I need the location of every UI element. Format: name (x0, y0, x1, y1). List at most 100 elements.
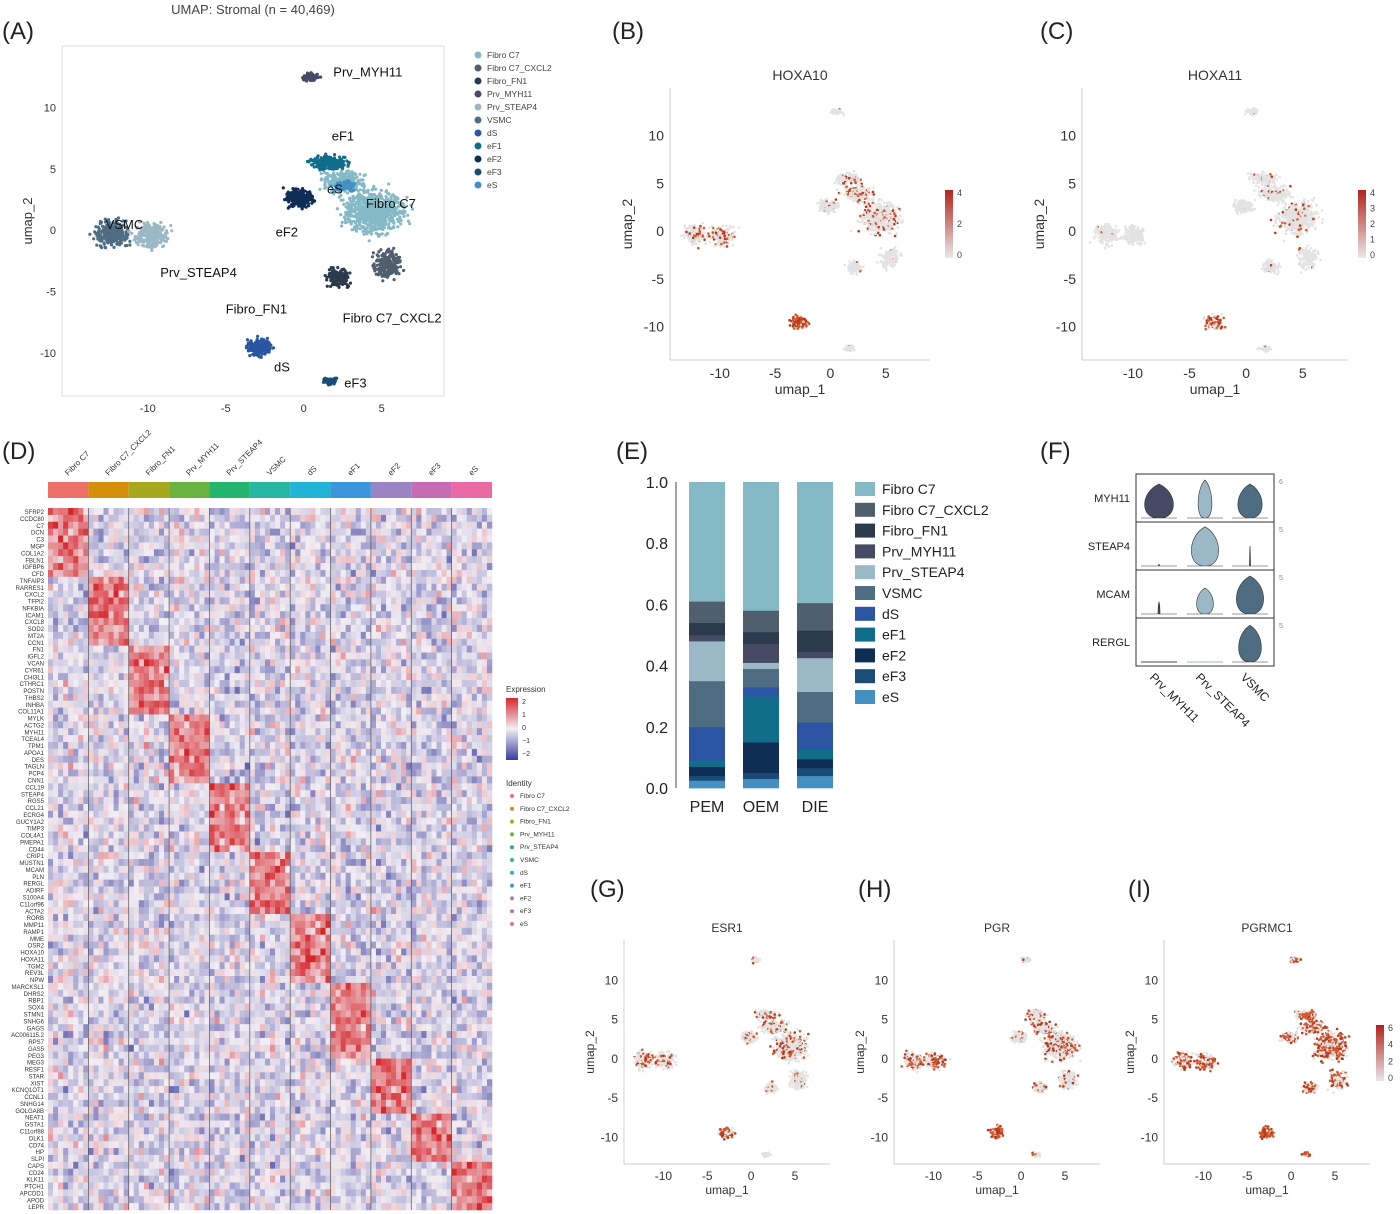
legend-swatch (474, 155, 482, 163)
cluster-point (348, 196, 352, 200)
cluster-point (372, 184, 376, 188)
cell-point (891, 209, 895, 212)
cell-point (899, 214, 902, 217)
cluster-point (332, 269, 336, 273)
cluster-point (304, 205, 308, 209)
cluster-point (402, 214, 406, 218)
cluster-point (102, 232, 107, 237)
cell-point (879, 253, 883, 256)
cluster-point (375, 259, 379, 263)
cluster-point (329, 165, 333, 169)
cell-point (849, 272, 852, 275)
cell-point (845, 181, 848, 185)
cell-point (1291, 195, 1294, 199)
cell-point (896, 206, 899, 209)
cluster-point (310, 201, 314, 205)
cluster-point (103, 246, 108, 250)
cluster-point (302, 204, 306, 208)
cluster-point (128, 239, 132, 243)
cell-point (1315, 204, 1318, 208)
cell-point (849, 349, 852, 353)
cluster-point (375, 227, 379, 231)
cell-point (868, 228, 871, 232)
cluster-point (160, 228, 164, 232)
cluster-point (303, 189, 307, 193)
cluster-point (349, 222, 353, 226)
cluster-point (356, 197, 360, 201)
cluster-point (343, 182, 348, 186)
cell-point (881, 263, 885, 267)
legend-swatch (474, 90, 482, 98)
cluster-point (138, 220, 142, 224)
cell-point (714, 231, 718, 234)
cluster-point (358, 204, 362, 208)
cluster-point (337, 285, 341, 289)
cell-point (1284, 202, 1288, 205)
cell-point (725, 237, 729, 240)
cluster-point (338, 279, 342, 283)
cluster-point (330, 274, 334, 279)
cluster-point (352, 219, 356, 223)
cluster-point (112, 231, 116, 235)
cluster-point (402, 206, 406, 210)
cell-point (884, 257, 888, 261)
cluster-point (164, 239, 168, 243)
cluster-label: Fibro_FN1 (226, 302, 287, 317)
legend-swatch (474, 103, 482, 111)
cell-point (848, 347, 852, 350)
cell-point (695, 236, 698, 240)
cell-point (718, 236, 722, 239)
cluster-point (324, 154, 329, 158)
cluster-point (319, 177, 324, 181)
cell-point (723, 234, 726, 238)
cluster-point (357, 193, 361, 198)
cell-point (853, 174, 857, 177)
cluster-point (97, 227, 101, 231)
cell-point (857, 188, 860, 191)
cell-point (710, 224, 714, 228)
cluster-point (384, 233, 388, 237)
cluster-point (312, 76, 317, 80)
cell-point (860, 220, 864, 224)
cluster-point (259, 346, 263, 350)
cluster-point (399, 211, 403, 215)
cell-point (685, 233, 689, 237)
cell-point (881, 207, 884, 210)
axis-ytick: 10 (648, 128, 664, 144)
cell-point (689, 226, 693, 229)
cluster-point (362, 182, 366, 186)
cell-point (885, 269, 888, 272)
legend-swatch (474, 64, 482, 72)
cell-point (898, 207, 901, 211)
axis-ytick: 5 (656, 175, 664, 191)
cluster-point (396, 256, 400, 260)
cluster-point (344, 212, 348, 217)
cell-point (1300, 230, 1303, 234)
cell-point (805, 325, 808, 328)
cluster-point (356, 179, 360, 183)
cluster-point (388, 204, 392, 208)
cluster-point (152, 229, 156, 233)
cluster-point (358, 227, 362, 231)
cluster-point (386, 191, 390, 195)
cluster-point (341, 182, 345, 187)
cell-point (867, 214, 870, 218)
cell-point (819, 206, 822, 210)
cluster-point (251, 342, 255, 346)
cluster-point (388, 269, 392, 273)
cluster-point (97, 237, 101, 241)
cluster-point (386, 208, 390, 212)
cell-point (725, 232, 728, 235)
cluster-label: eF2 (276, 224, 298, 239)
cluster-point (362, 173, 366, 178)
cell-point (718, 225, 722, 229)
cell-point (872, 223, 876, 227)
cluster-point (351, 196, 355, 200)
panel-label-e: (E) (616, 438, 648, 466)
cluster-point (123, 244, 127, 248)
cluster-point (307, 196, 311, 200)
cluster-point (340, 172, 344, 176)
cluster-point (377, 250, 381, 254)
cluster-point (397, 201, 401, 205)
cell-point (712, 233, 716, 236)
